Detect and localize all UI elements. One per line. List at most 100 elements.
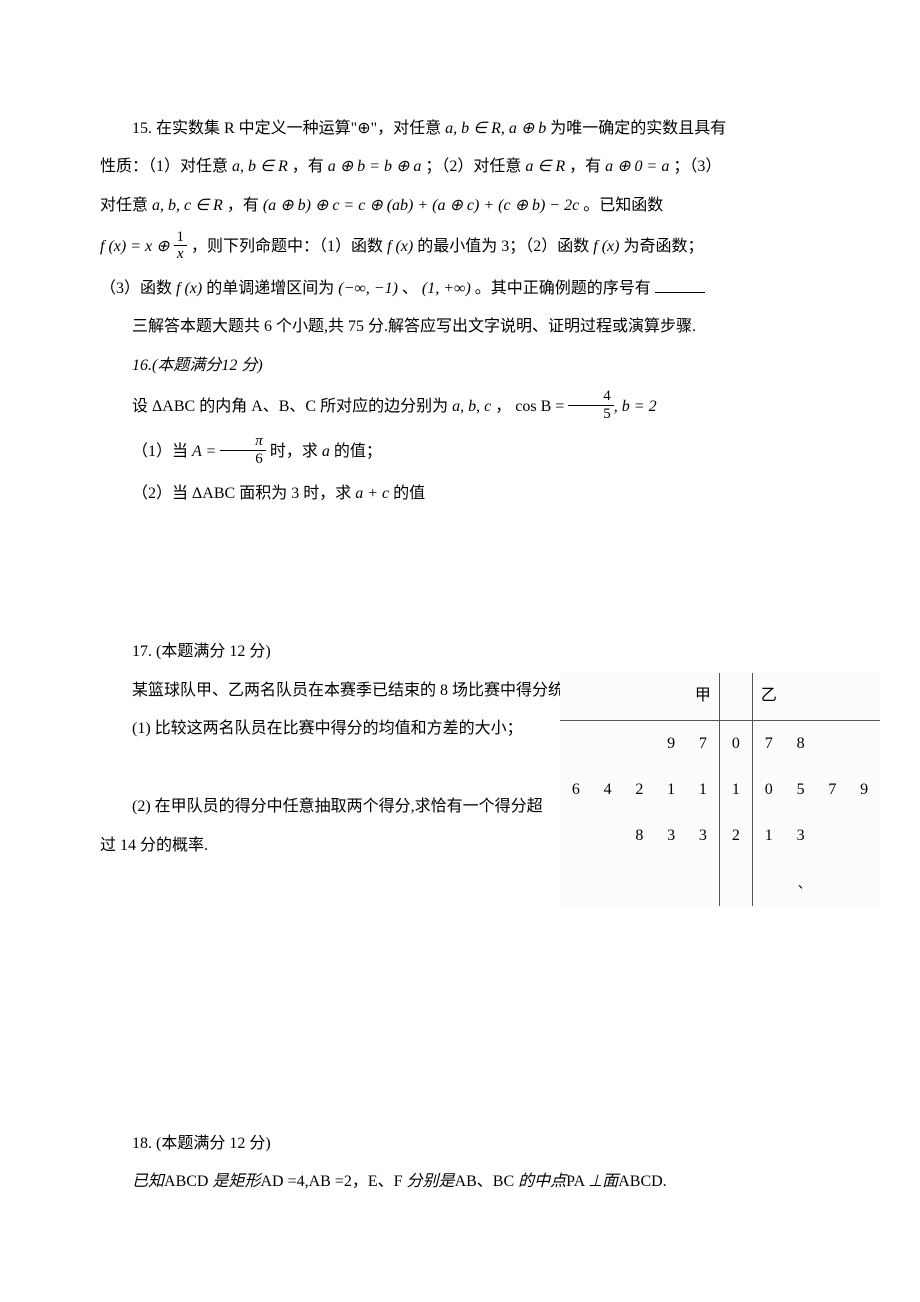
numerator: 1	[174, 229, 188, 247]
leaf-right	[848, 860, 880, 906]
text: （3）函数	[100, 280, 172, 297]
text: 是矩形	[212, 1173, 260, 1190]
text: PA	[566, 1173, 588, 1190]
text: 的内角 A、B、C 所对应的边分别为	[199, 398, 448, 415]
text: 为奇函数；	[623, 238, 703, 255]
leaf-left	[624, 860, 656, 906]
numerator: π	[220, 433, 266, 451]
stem-right: 2	[719, 813, 752, 859]
leaf-left	[655, 860, 687, 906]
text: 的单调递增区间为	[206, 280, 334, 297]
leaf-left: 4	[592, 767, 624, 813]
leaf-right: 5	[785, 767, 817, 813]
q16-head: 16.(本题满分12 分)	[100, 347, 860, 385]
leaf-left: 2	[624, 767, 656, 813]
leaf-right	[816, 720, 848, 767]
text: 设	[132, 398, 148, 415]
leaf-right: 8	[785, 720, 817, 767]
leaf-left: 1	[655, 767, 687, 813]
math: a ⊕ 0 = a	[605, 158, 669, 175]
op-symbol: ⊕	[357, 120, 370, 137]
stemleaf-row: 8 3 3 2 1 3	[560, 813, 880, 859]
denominator: x	[174, 246, 188, 263]
text: 的值；	[334, 443, 382, 460]
q15-line2: 性质：（1）对任意 a, b ∈ R ，有 a ⊕ b = b ⊕ a ；（2）…	[100, 148, 860, 186]
stem-leaf-plot: 甲 乙 9 7 0 7 8 6 4 2 1 1 1 0 5 7 9	[560, 673, 880, 906]
leaf-left	[592, 720, 624, 767]
leaf-left: 3	[655, 813, 687, 859]
q15-line3: 对任意 a, b, c ∈ R ，有 (a ⊕ b) ⊕ c = c ⊕ (ab…	[100, 187, 860, 225]
math: (1, +∞)	[422, 280, 471, 297]
text: 面积为 3 时，求	[239, 485, 351, 502]
text: 。已知函数	[583, 197, 663, 214]
text: 。其中正确例题的序号有	[475, 280, 651, 297]
text: ；（2）对任意	[425, 158, 521, 175]
q18-head: 18. (本题满分 12 分)	[100, 1125, 860, 1163]
stemleaf-row: 6 4 2 1 1 1 0 5 7 9	[560, 767, 880, 813]
math: f (x) = x ⊕	[100, 238, 174, 255]
math: a, b ∈ R, a ⊕ b	[445, 120, 546, 137]
text: 的值	[393, 485, 425, 502]
denominator: 6	[220, 451, 266, 468]
leaf-right: 7	[752, 720, 784, 767]
math: ΔABC	[192, 485, 235, 502]
text: ；（3）	[673, 158, 721, 175]
text: 、	[402, 280, 418, 297]
text: 的最小值为 3；（2）函数	[417, 238, 589, 255]
spacer	[100, 513, 860, 553]
text: 16.(本题满分12 分)	[132, 357, 263, 374]
math: (−∞, −1)	[338, 280, 398, 297]
stemleaf-header: 甲 乙	[560, 673, 880, 720]
leaf-left	[560, 813, 592, 859]
leaf-left: 9	[655, 720, 687, 767]
q16-line1: 设 ΔABC 的内角 A、B、C 所对应的边分别为 a, b, c ， cos …	[100, 385, 860, 430]
leaf-right: 3	[785, 813, 817, 859]
text: 对任意	[100, 197, 148, 214]
header-left	[560, 673, 687, 720]
leaf-right	[816, 860, 848, 906]
leaf-left: 8	[624, 813, 656, 859]
math: a ∈ R	[525, 158, 565, 175]
text: "，对任意	[371, 120, 442, 137]
leaf-right: 9	[848, 767, 880, 813]
stem-right: 0	[719, 720, 752, 767]
text: 性质：（1）对任意	[100, 158, 228, 175]
math: f (x)	[176, 280, 202, 297]
leaf-right: 1	[752, 813, 784, 859]
fraction: π6	[220, 433, 266, 467]
text: ，有	[227, 197, 259, 214]
text: ，有	[292, 158, 324, 175]
leaf-right	[848, 813, 880, 859]
math: a ⊕ b = b ⊕ a	[328, 158, 422, 175]
math: cos B =	[515, 398, 568, 415]
text: ABCD.	[618, 1173, 666, 1190]
math: a, b, c ∈ R	[152, 197, 223, 214]
fraction: 45	[568, 388, 614, 422]
q15-line5: （3）函数 f (x) 的单调递增区间为 (−∞, −1) 、 (1, +∞) …	[100, 270, 860, 308]
text: AD =4,AB =2，E、F	[260, 1173, 406, 1190]
text: 15. 在实数集 R 中定义一种运算"	[132, 120, 357, 137]
stem-right	[719, 860, 752, 906]
header-left-label: 甲	[687, 673, 719, 720]
math: a, b, c	[452, 398, 491, 415]
spacer	[100, 593, 860, 633]
q15-line1: 15. 在实数集 R 中定义一种运算"⊕"，对任意 a, b ∈ R, a ⊕ …	[100, 110, 860, 148]
text: ，则下列命题中：（1）函数	[191, 238, 383, 255]
stemleaf-row: 9 7 0 7 8	[560, 720, 880, 767]
leaf-right	[816, 813, 848, 859]
leaf-left: 6	[560, 767, 592, 813]
leaf-right	[752, 860, 784, 906]
leaf-left	[560, 720, 592, 767]
math: , b = 2	[614, 398, 657, 415]
text: ，	[495, 398, 511, 415]
text: ABCD	[164, 1173, 212, 1190]
text: AB、BC	[455, 1173, 519, 1190]
math: a	[322, 443, 330, 460]
text: 时，求	[270, 443, 318, 460]
text: ，有	[569, 158, 601, 175]
q16-line2: （1）当 A = π6 时，求 a 的值；	[100, 430, 860, 475]
math: (a ⊕ b) ⊕ c = c ⊕ (ab) + (a ⊕ c) + (c ⊕ …	[263, 197, 579, 214]
leaf-left	[592, 813, 624, 859]
answer-blank	[655, 276, 705, 293]
header-blank	[719, 673, 752, 720]
